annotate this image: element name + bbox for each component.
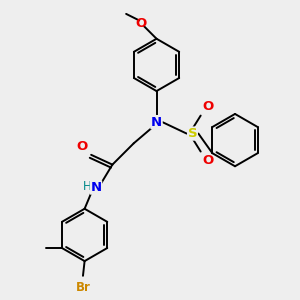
Text: H: H bbox=[82, 180, 91, 194]
Text: N: N bbox=[151, 116, 162, 129]
Text: O: O bbox=[202, 154, 214, 167]
Text: O: O bbox=[76, 140, 88, 153]
Text: O: O bbox=[202, 100, 214, 113]
Text: N: N bbox=[91, 181, 102, 194]
Text: S: S bbox=[188, 127, 197, 140]
Text: Br: Br bbox=[76, 281, 90, 294]
Text: O: O bbox=[136, 17, 147, 30]
